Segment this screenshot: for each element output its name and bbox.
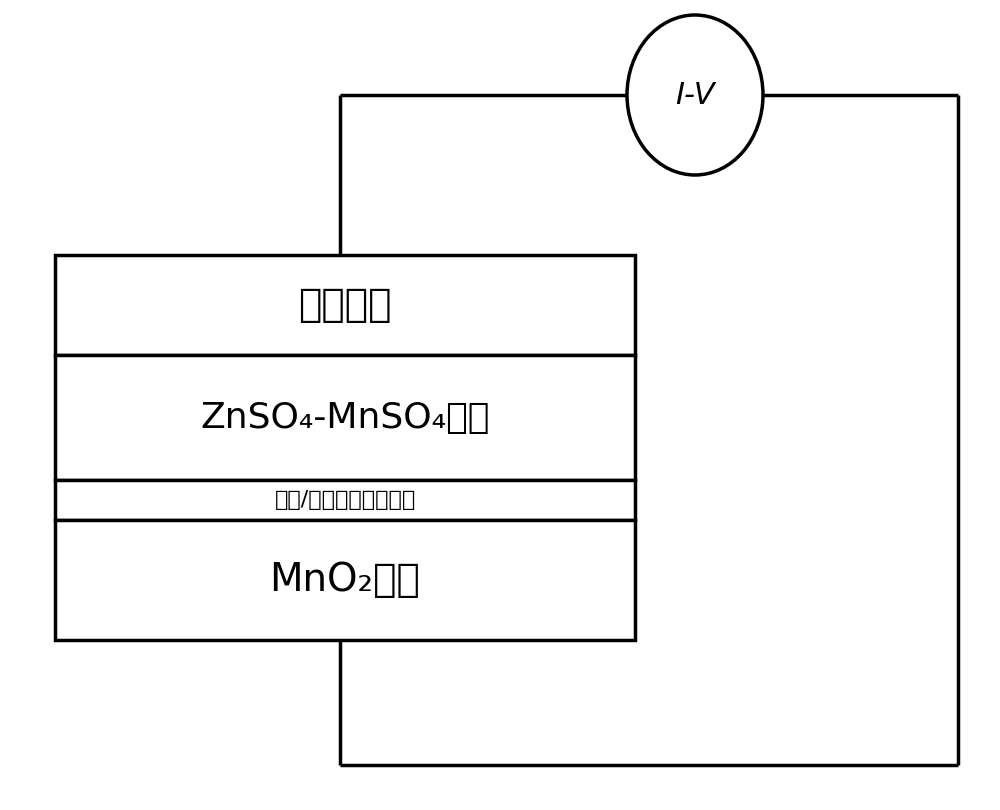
Text: MnO₂负极: MnO₂负极 bbox=[270, 561, 420, 599]
Text: 金属正极: 金属正极 bbox=[298, 286, 392, 324]
Bar bbox=[55, 480, 635, 520]
Text: 氧化/还原反应的薄膜层: 氧化/还原反应的薄膜层 bbox=[274, 490, 416, 510]
Bar bbox=[55, 255, 635, 355]
Text: I-V: I-V bbox=[675, 80, 715, 109]
Ellipse shape bbox=[627, 15, 763, 175]
Bar bbox=[55, 520, 635, 640]
Bar bbox=[55, 355, 635, 480]
Text: ZnSO₄-MnSO₄溶液: ZnSO₄-MnSO₄溶液 bbox=[200, 400, 490, 434]
